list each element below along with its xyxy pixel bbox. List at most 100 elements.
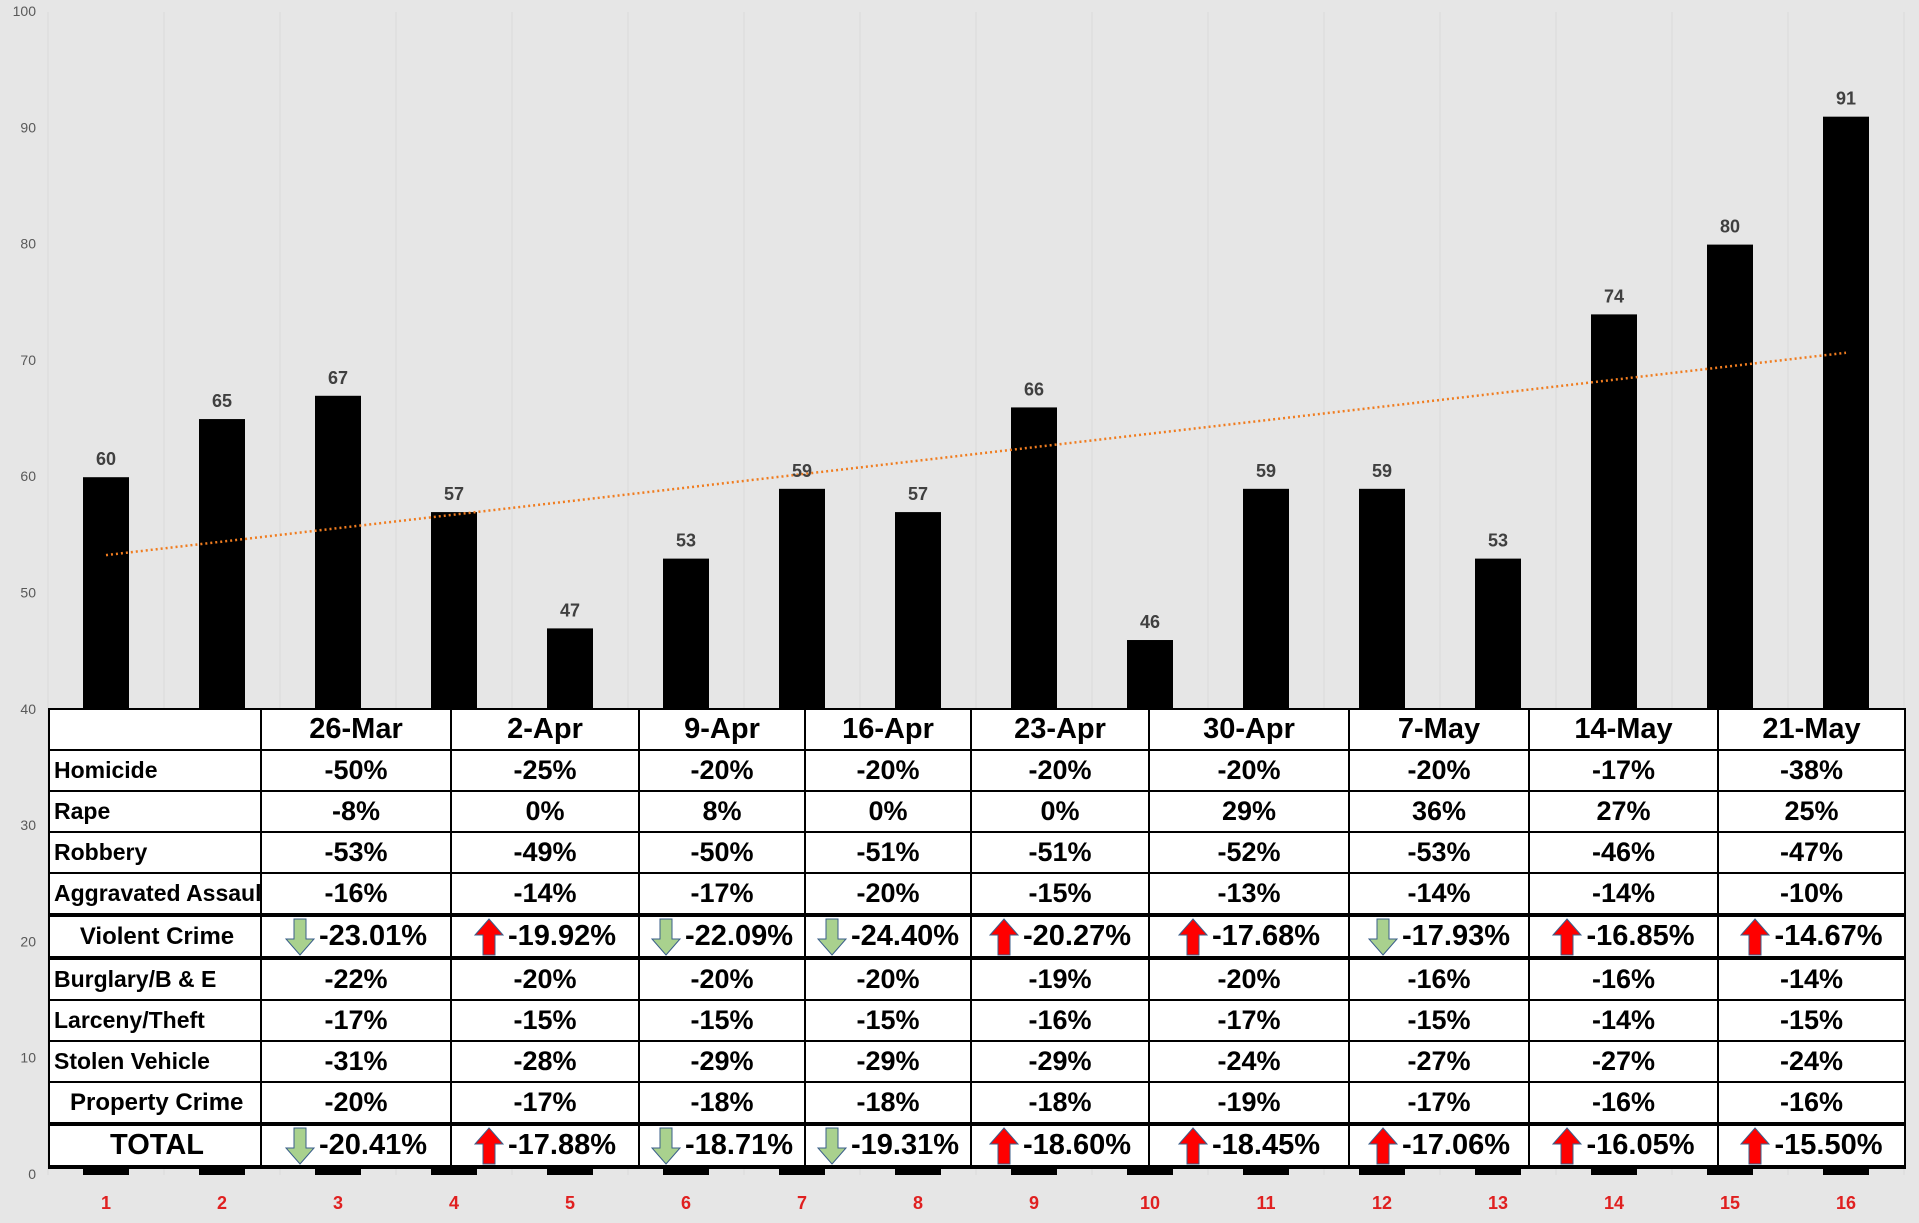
cell-value: -17% — [513, 1087, 577, 1117]
table-cell: -18% — [804, 1081, 972, 1125]
table-cell: -20% — [638, 957, 806, 1001]
table-cell: -27% — [1528, 1040, 1719, 1083]
row-label: TOTAL — [48, 1122, 262, 1169]
data-label: 53 — [676, 531, 696, 551]
table-cell: -51% — [970, 831, 1150, 874]
table-row: Aggravated Assault -16% -14% -17% -20% -15% -1… — [48, 872, 1906, 916]
cell-value: -15% — [1779, 1005, 1844, 1035]
data-label: 53 — [1488, 531, 1508, 551]
trend-up-arrow-icon — [1740, 1128, 1771, 1163]
table-cell: -16% — [970, 999, 1150, 1042]
row-label: Homicide — [48, 749, 262, 792]
trend-up-arrow-icon — [1552, 1128, 1583, 1163]
table-cell: -15.50% — [1717, 1122, 1906, 1169]
column-header: 14-May — [1528, 708, 1719, 751]
cell-value: -16% — [1779, 1087, 1844, 1117]
table-cell: -20% — [260, 1081, 452, 1125]
trend-up-arrow-icon — [1177, 919, 1208, 954]
column-header: 7-May — [1348, 708, 1530, 751]
cell-value: -50% — [690, 837, 754, 867]
cell-value: -15% — [690, 1005, 754, 1035]
cell-value: -24% — [1779, 1046, 1844, 1076]
table-cell: -15% — [970, 872, 1150, 916]
cell-value: -17% — [1217, 1005, 1281, 1035]
data-label: 59 — [1372, 461, 1392, 481]
table-cell: -20% — [1148, 749, 1350, 792]
table-cell: 36% — [1348, 790, 1530, 833]
table-cell: -16.85% — [1528, 913, 1719, 960]
trend-up-arrow-icon — [988, 919, 1019, 954]
trend-up-arrow-icon — [1552, 919, 1583, 954]
cell-value: -20% — [856, 878, 920, 908]
trend-up-arrow-icon — [1740, 919, 1771, 954]
y-tick-label: 70 — [20, 352, 36, 368]
row-label: Robbery — [48, 831, 262, 874]
cell-value: -17.88% — [507, 1129, 616, 1161]
cell-value: -14% — [513, 878, 577, 908]
x-tick-label: 16 — [1836, 1193, 1856, 1213]
cell-value: -20% — [1217, 755, 1281, 785]
table-cell: -10% — [1717, 872, 1906, 916]
y-tick-label: 40 — [20, 701, 36, 717]
data-label: 80 — [1720, 217, 1740, 237]
table-corner-cell — [48, 708, 262, 751]
cell-value: -53% — [324, 837, 388, 867]
trend-down-arrow-icon — [650, 919, 681, 954]
table-cell: -17.88% — [450, 1122, 640, 1169]
cell-value: -23.01% — [318, 920, 427, 952]
cell-value: -14% — [1407, 878, 1471, 908]
table-cell: -17% — [260, 999, 452, 1042]
table-cell: -15% — [638, 999, 806, 1042]
table-cell: -46% — [1528, 831, 1719, 874]
table-cell: -20% — [1348, 749, 1530, 792]
row-label: Rape — [48, 790, 262, 833]
cell-value: -15.50% — [1774, 1129, 1883, 1161]
table-cell: -50% — [638, 831, 806, 874]
table-cell: -28% — [450, 1040, 640, 1083]
table-cell: -20.41% — [260, 1122, 452, 1169]
trend-up-arrow-icon — [988, 1128, 1019, 1163]
trend-up-arrow-icon — [1367, 1128, 1398, 1163]
table-cell: -20% — [804, 872, 972, 916]
table-cell: -50% — [260, 749, 452, 792]
column-header: 23-Apr — [970, 708, 1150, 751]
data-label: 57 — [908, 484, 928, 504]
cell-value: -20% — [1217, 964, 1281, 994]
cell-value: -19.31% — [850, 1129, 959, 1161]
cell-value: -16% — [1591, 964, 1656, 994]
cell-value: -24.40% — [850, 920, 959, 952]
trend-up-arrow-icon — [1177, 1128, 1208, 1163]
trend-down-arrow-icon — [650, 1128, 681, 1163]
table-cell: -20.27% — [970, 913, 1150, 960]
table-cell: -20% — [638, 749, 806, 792]
cell-value: -31% — [324, 1046, 388, 1076]
y-tick-label: 90 — [20, 119, 36, 135]
table-cell: -18% — [970, 1081, 1150, 1125]
table-cell: -16% — [260, 872, 452, 916]
cell-value: -18.60% — [1022, 1129, 1131, 1161]
table-cell: 29% — [1148, 790, 1350, 833]
table-cell: -20% — [450, 957, 640, 1001]
x-tick-label: 6 — [681, 1193, 691, 1213]
table-cell: -22% — [260, 957, 452, 1001]
cell-value: -29% — [856, 1046, 920, 1076]
y-tick-label: 60 — [20, 468, 36, 484]
cell-value: -20% — [856, 755, 920, 785]
cell-value: -20.41% — [318, 1129, 427, 1161]
cell-value: -16% — [1407, 964, 1471, 994]
table-cell: -18% — [638, 1081, 806, 1125]
cell-value: -20% — [1028, 755, 1092, 785]
table-cell: -14% — [1717, 957, 1906, 1001]
x-tick-label: 8 — [913, 1193, 923, 1213]
cell-value: 8% — [702, 796, 742, 826]
y-tick-label: 80 — [20, 236, 36, 252]
cell-value: -18% — [1028, 1087, 1092, 1117]
y-tick-label: 100 — [13, 3, 37, 19]
cell-value: -53% — [1407, 837, 1471, 867]
cell-value: -15% — [1407, 1005, 1471, 1035]
table-cell: -53% — [260, 831, 452, 874]
table-cell: -53% — [1348, 831, 1530, 874]
table-cell: -18.45% — [1148, 1122, 1350, 1169]
cell-value: -50% — [324, 755, 388, 785]
cell-value: -17% — [690, 878, 754, 908]
